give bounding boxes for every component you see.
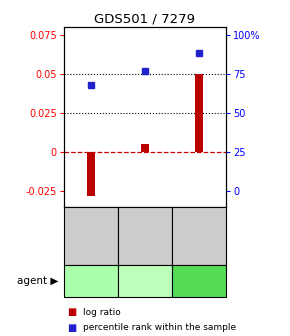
Text: agent ▶: agent ▶: [17, 277, 58, 286]
Text: GSM8762: GSM8762: [194, 213, 204, 259]
Text: ■: ■: [67, 307, 76, 318]
Text: IFNg: IFNg: [78, 277, 104, 286]
Bar: [195, 74, 203, 152]
Bar: [141, 144, 149, 152]
Text: TNFa: TNFa: [131, 277, 159, 286]
Bar: [87, 152, 95, 196]
Text: IL4: IL4: [191, 277, 207, 286]
Text: ■: ■: [67, 323, 76, 333]
Title: GDS501 / 7279: GDS501 / 7279: [95, 13, 195, 26]
Text: percentile rank within the sample: percentile rank within the sample: [83, 323, 236, 332]
Text: GSM8752: GSM8752: [86, 213, 96, 259]
Text: GSM8757: GSM8757: [140, 213, 150, 259]
Text: log ratio: log ratio: [83, 308, 120, 317]
